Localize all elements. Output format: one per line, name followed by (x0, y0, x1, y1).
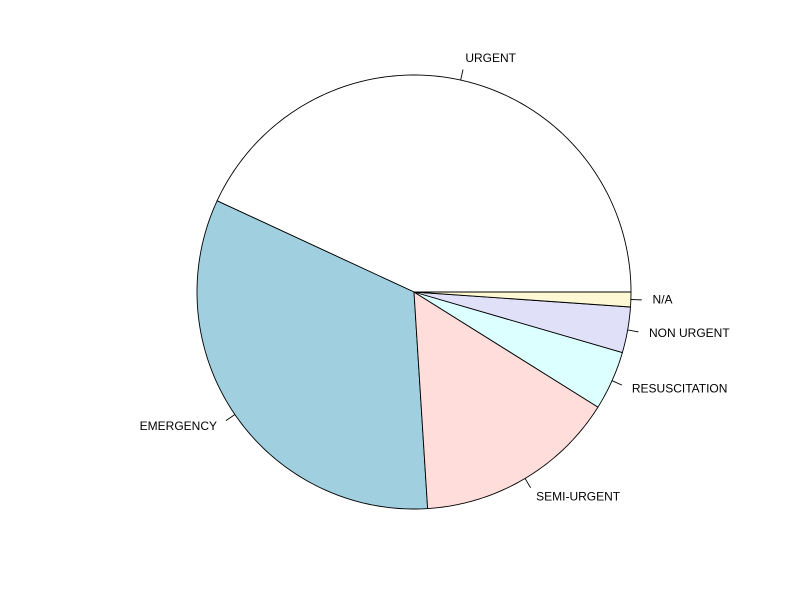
slice-label-semi-urgent: SEMI-URGENT (536, 489, 621, 503)
slice-labels: URGENT EMERGENCY SEMI-URGENT RESUSCITATION N… (140, 51, 731, 503)
slice-label-emergency: EMERGENCY (140, 419, 217, 433)
pie-slice-non-urgent (413, 291, 631, 353)
slice-label-urgent: URGENT (465, 51, 516, 65)
slice-label-n-a: N/A (653, 292, 673, 306)
label-ticks (225, 69, 642, 488)
pie-slice-emergency (196, 200, 429, 510)
label-tick-non-urgent (627, 329, 639, 333)
pie-slices (196, 74, 632, 510)
label-tick-semi-urgent (524, 478, 531, 488)
slice-label-resuscitation: RESUSCITATION (632, 382, 728, 396)
pie-slice-semi-urgent (413, 291, 599, 510)
slice-label-non-urgent: NON URGENT (649, 326, 730, 340)
label-tick-urgent (460, 69, 464, 81)
label-tick-emergency (225, 414, 236, 422)
label-tick-resuscitation (611, 380, 623, 386)
